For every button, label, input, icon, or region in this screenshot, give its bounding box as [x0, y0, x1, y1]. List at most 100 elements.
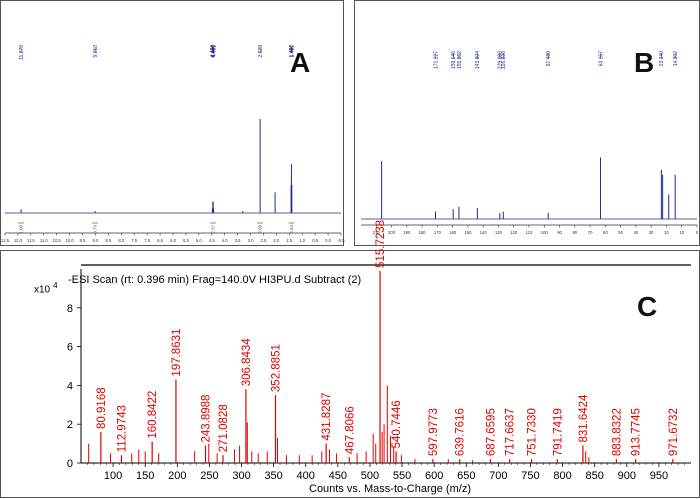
ms-x-tick-label: 850 [586, 470, 604, 482]
ms-intensity-scale: x10 4 [34, 281, 58, 295]
x-tick-label: 190 [403, 230, 411, 235]
ms-peak-label: 306.8434 [241, 338, 253, 387]
x-tick-label: 60 [603, 230, 608, 235]
panel-label-c: C [637, 291, 658, 322]
ms-peak-label: 515.7238 [375, 220, 387, 268]
ms-x-tick-label: 950 [650, 470, 668, 482]
x-tick-label: 6.0 [170, 238, 176, 243]
x-tick-label: 2.5 [261, 238, 267, 243]
integral-label: 3.08 [258, 225, 263, 234]
x-tick-label: 9.0 [93, 238, 99, 243]
x-tick-label: 30 [649, 230, 654, 235]
x-tick-label: 9.5 [80, 238, 86, 243]
x-tick-label: 100 [541, 230, 549, 235]
x-tick-label: 10.5 [53, 238, 62, 243]
ms-x-tick-label: 500 [361, 470, 379, 482]
x-tick-label: 6.5 [157, 238, 163, 243]
x-tick-label: 20 [664, 230, 669, 235]
integral-label: 2.37 [211, 225, 216, 234]
peak-label: 14.302 [673, 51, 679, 67]
x-tick-label: 2.0 [273, 238, 279, 243]
ms-y-tick-label: 8 [67, 303, 73, 315]
x-tick-label: 10.0 [66, 238, 75, 243]
ms-scale-base: x10 [34, 284, 51, 296]
x-tick-label: 4.5 [209, 238, 215, 243]
mass-spectrum-panel: 0 2 4 6 8 100 150 200 250 300 350 400 450 500 550 600 65… [0, 220, 700, 498]
ms-peak-label: 751.7330 [527, 408, 539, 456]
ms-peak-label: 717.6637 [505, 408, 517, 456]
peak-label: 97.480 [546, 51, 552, 67]
ms-peak-label: 687.6595 [485, 408, 497, 456]
ms-y-tick-label: 6 [67, 342, 73, 354]
x-tick-label: 3.0 [248, 238, 254, 243]
ms-peak-label: 352.8851 [270, 344, 282, 392]
x-tick-label: 90 [557, 230, 562, 235]
peak-label: 63.167 [598, 51, 604, 67]
x-tick-label: 8.0 [118, 238, 124, 243]
ms-x-tick-label: 750 [521, 470, 539, 482]
nmr-13c-spectrum: 210 200 190 180 170 160 150 140 130 120 110 100 90 80… [361, 51, 699, 235]
peak-label: 23.340 [659, 51, 665, 67]
ms-x-tick-label: 200 [168, 470, 186, 482]
ms-x-tick-label: 550 [393, 470, 411, 482]
x-tick-label: 180 [419, 230, 427, 235]
peak-label: 4.446 [211, 45, 217, 58]
x-tick-label: 0 [696, 230, 699, 235]
ms-peak-label: 639.7616 [455, 408, 467, 456]
ms-x-tick-label: 650 [457, 470, 475, 482]
integral-label: 1.00 [19, 225, 24, 234]
peak-label: 9.013 [93, 45, 99, 58]
x-tick-label: 12.0 [14, 238, 23, 243]
nmr-1h-spectrum: 12.5 12.0 11.5 11.0 10.5 10.0 9.5 9.0 8.5 8.0 7.5 7… [1, 45, 345, 243]
x-tick-label: 210 [373, 230, 381, 235]
ms-x-tick-label: 800 [553, 470, 571, 482]
ms-peak-label: 467.8066 [344, 406, 356, 454]
ms-x-tick-label: 450 [329, 470, 347, 482]
ms-peak-label: 883.8322 [611, 408, 623, 456]
ms-scan-title: -ESI Scan (rt: 0.396 min) Frag=140.0V HI… [68, 274, 362, 286]
ms-x-tick-label: 250 [200, 470, 218, 482]
ms-peak-label: 597.9773 [428, 408, 440, 456]
x-tick-label: 40 [634, 230, 639, 235]
ms-x-tick-label: 900 [618, 470, 636, 482]
ms-peak-label: 913.7745 [631, 408, 643, 456]
ms-peak-label: 160.8422 [147, 391, 159, 439]
peak-label: 1.417 [289, 45, 295, 58]
ms-x-axis-label: Counts vs. Mass-to-Charge (m/z) [309, 483, 471, 495]
ms-peak-label: 243.8988 [201, 395, 213, 443]
x-tick-label: 120 [510, 230, 518, 235]
x-tick-label: 160 [449, 230, 457, 235]
nmr-1h-panel: 12.5 12.0 11.5 11.0 10.5 10.0 9.5 9.0 8.5 8.0 7.5 7… [0, 0, 345, 246]
peak-label: 159.646 [451, 51, 457, 69]
x-tick-label: 3.5 [235, 238, 241, 243]
panel-label-a: A [290, 47, 311, 78]
ms-x-tick-label: 300 [232, 470, 250, 482]
ms-peak-label: 971.6732 [668, 408, 680, 456]
ms-scale-exponent: 4 [53, 281, 58, 290]
ms-x-tick-label: 150 [136, 470, 154, 482]
x-tick-label: 50 [618, 230, 623, 235]
x-tick-label: 140 [480, 230, 488, 235]
peak-label: 126.836 [501, 51, 507, 69]
ms-x-tick-label: 400 [297, 470, 315, 482]
x-tick-label: 10 [679, 230, 684, 235]
x-tick-label: 200 [388, 230, 396, 235]
panel-label-b: B [634, 47, 655, 78]
x-tick-label: 70 [588, 230, 593, 235]
ms-peak-label: 791.7419 [552, 408, 564, 456]
ms-peak-label: 831.6424 [578, 394, 590, 443]
x-tick-label: 5.5 [183, 238, 189, 243]
nmr-13c-panel: 210 200 190 180 170 160 150 140 130 120 110 100 90 80… [354, 0, 700, 246]
ms-y-tick-label: 0 [67, 458, 73, 470]
x-tick-label: 1.0 [299, 238, 305, 243]
peak-label: 171.227 [433, 51, 439, 69]
peak-label: 2.629 [258, 45, 264, 58]
ms-peak-label: 112.9743 [116, 405, 128, 452]
x-tick-label: 1.5 [286, 238, 292, 243]
integral-label: 0.79 [93, 225, 98, 234]
x-tick-label: 11.0 [40, 238, 49, 243]
ms-x-tick-label: 350 [264, 470, 282, 482]
ms-peak-label: 197.8631 [171, 329, 183, 377]
peak-label: 155.862 [457, 51, 463, 69]
ms-peak-label: 271.0828 [218, 404, 230, 452]
